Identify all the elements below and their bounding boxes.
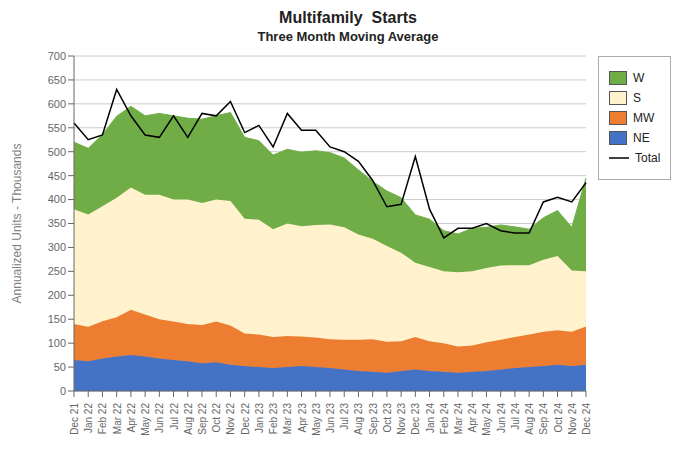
svg-text:May 22: May 22 [140,403,151,436]
svg-text:Jul 22: Jul 22 [169,403,180,430]
svg-text:Oct 22: Oct 22 [211,403,222,433]
svg-text:Dec 23: Dec 23 [410,403,421,435]
svg-text:Jan 24: Jan 24 [425,403,436,433]
svg-text:May 24: May 24 [481,403,492,436]
svg-text:Feb 22: Feb 22 [97,403,108,435]
svg-text:Jul 24: Jul 24 [510,403,521,430]
svg-text:Oct 23: Oct 23 [382,403,393,433]
html-text:Total: Total [635,151,661,165]
svg-text:Dec 21: Dec 21 [69,403,80,435]
svg-text:0: 0 [60,385,66,397]
svg-text:Apr 22: Apr 22 [126,403,137,433]
html-text:S: S [633,91,641,105]
svg-text:Sep 22: Sep 22 [197,403,208,435]
html-text:Multifamily Starts: Multifamily Starts [279,9,417,26]
svg-text:650: 650 [48,74,66,86]
svg-text:May 23: May 23 [311,403,322,436]
svg-text:Sep 23: Sep 23 [368,403,379,435]
svg-text:Sep 24: Sep 24 [538,403,549,435]
svg-text:Dec 22: Dec 22 [240,403,251,435]
svg-text:Jan 22: Jan 22 [83,403,94,433]
svg-text:700: 700 [48,50,66,62]
svg-text:300: 300 [48,241,66,253]
html-text:Three Month Moving Average: Three Month Moving Average [257,29,439,44]
svg-text:600: 600 [48,98,66,110]
svg-text:Jul 23: Jul 23 [339,403,350,430]
svg-text:Nov 24: Nov 24 [567,403,578,435]
svg-text:250: 250 [48,265,66,277]
svg-text:Jun 23: Jun 23 [325,403,336,433]
svg-text:100: 100 [48,337,66,349]
svg-text:Oct 24: Oct 24 [553,403,564,433]
svg-text:400: 400 [48,193,66,205]
svg-text:50: 50 [54,361,66,373]
svg-text:Nov 22: Nov 22 [225,403,236,435]
svg-text:Nov 23: Nov 23 [396,403,407,435]
svg-text:Feb 23: Feb 23 [268,403,279,435]
html-text:W: W [633,71,645,85]
svg-text:500: 500 [48,146,66,158]
svg-text:Aug 22: Aug 22 [183,403,194,435]
svg-text:Aug 23: Aug 23 [353,403,364,435]
svg-text:Mar 24: Mar 24 [453,403,464,435]
svg-text:Feb 24: Feb 24 [439,403,450,435]
svg-text:Annualized Units - Thousands: Annualized Units - Thousands [10,144,24,304]
svg-text:Jun 24: Jun 24 [496,403,507,433]
svg-text:Jan 23: Jan 23 [254,403,265,433]
svg-text:Apr 24: Apr 24 [467,403,478,433]
svg-text:550: 550 [48,122,66,134]
svg-text:Apr 23: Apr 23 [297,403,308,433]
svg-text:350: 350 [48,217,66,229]
svg-text:Mar 23: Mar 23 [282,403,293,435]
html-text:MW: MW [633,111,655,125]
svg-text:450: 450 [48,170,66,182]
svg-text:200: 200 [48,289,66,301]
svg-text:Aug 24: Aug 24 [524,403,535,435]
html-text:NE: NE [633,131,650,145]
svg-text:Jun 22: Jun 22 [154,403,165,433]
svg-text:Dec 24: Dec 24 [581,403,592,435]
svg-text:150: 150 [48,313,66,325]
svg-text:Mar 22: Mar 22 [112,403,123,435]
